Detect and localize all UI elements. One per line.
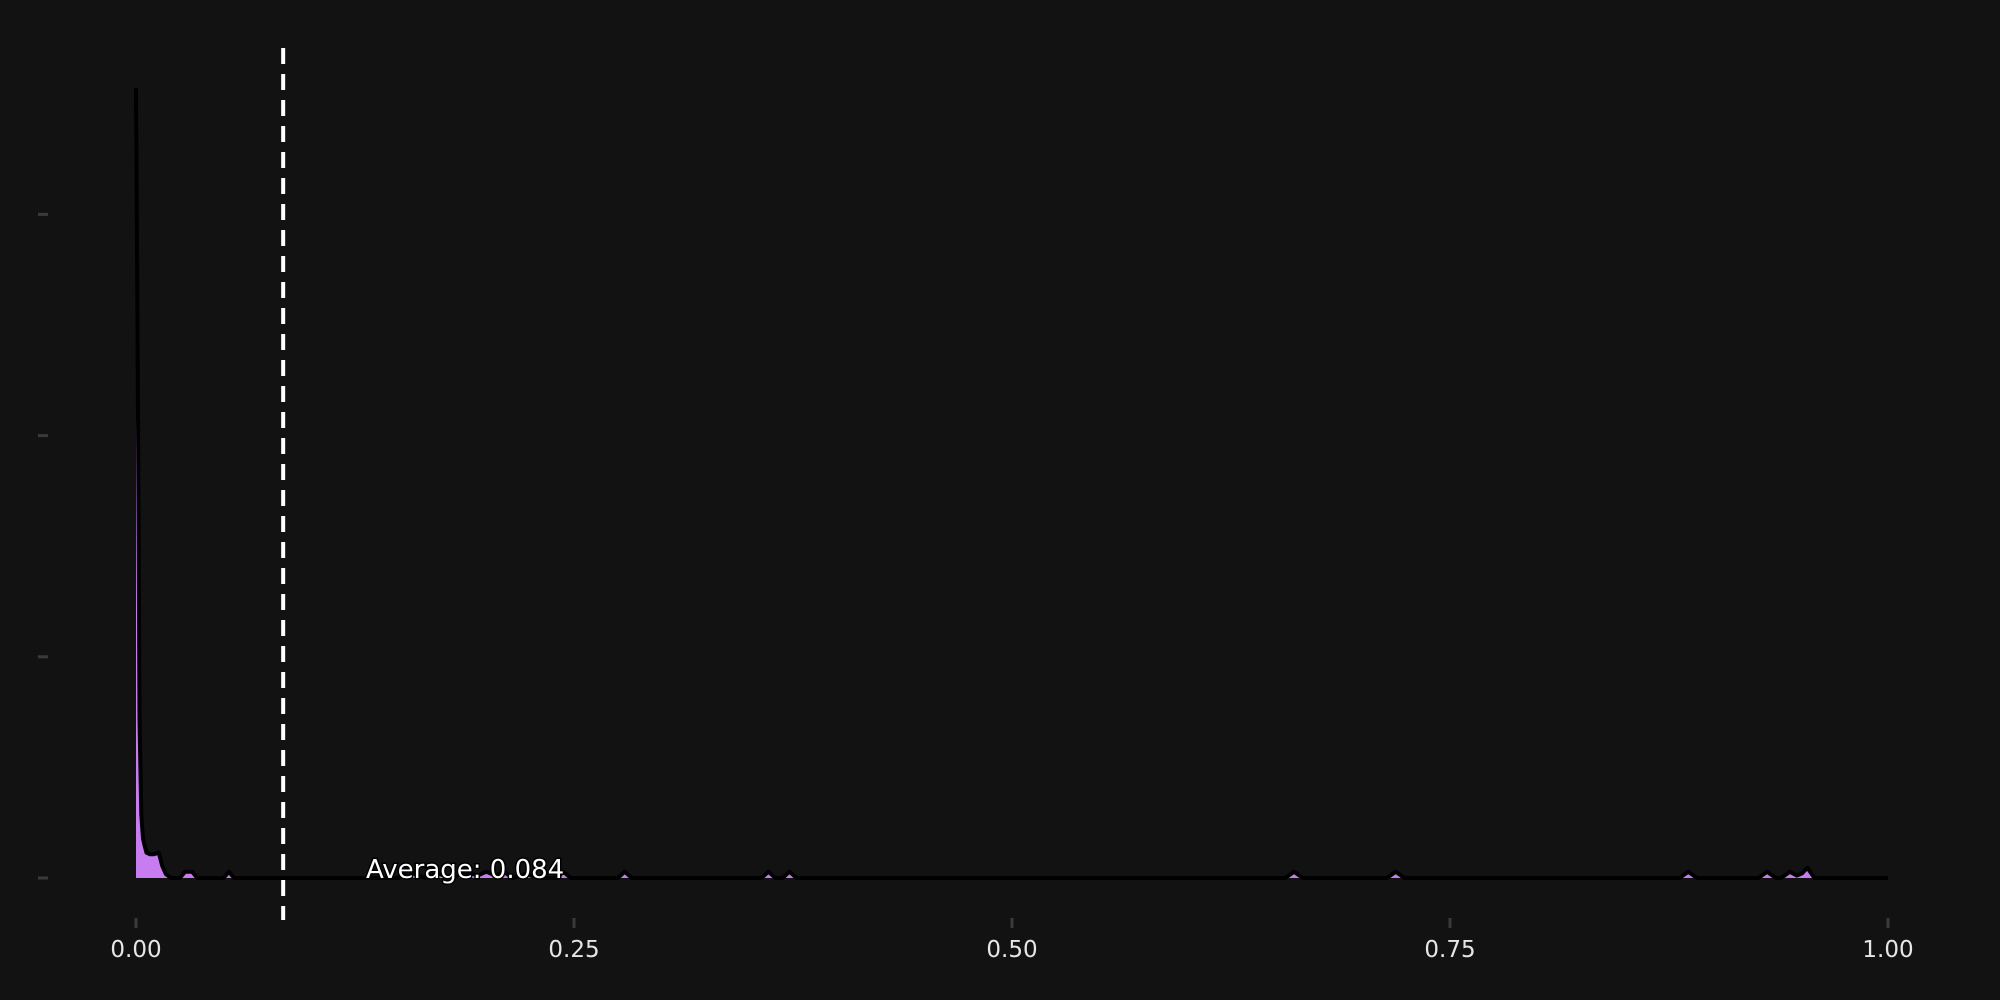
x-tick-label-4: 1.00	[1862, 937, 1913, 963]
reference-line-group: Average: 0.084	[281, 48, 566, 920]
x-axis-ticks: 0.00 0.25 0.50 0.75 1.00	[110, 918, 1914, 963]
density-area	[136, 88, 1888, 878]
density-outline	[134, 87, 1888, 880]
x-tick-label-2: 0.50	[986, 937, 1037, 963]
x-tick-label-3: 0.75	[1424, 937, 1475, 963]
x-tick-label-1: 0.25	[548, 937, 599, 963]
y-axis-ticks	[38, 212, 48, 880]
x-tick-label-0: 0.00	[110, 937, 161, 963]
average-label: Average: 0.084	[366, 855, 564, 885]
density-series	[134, 87, 1888, 880]
